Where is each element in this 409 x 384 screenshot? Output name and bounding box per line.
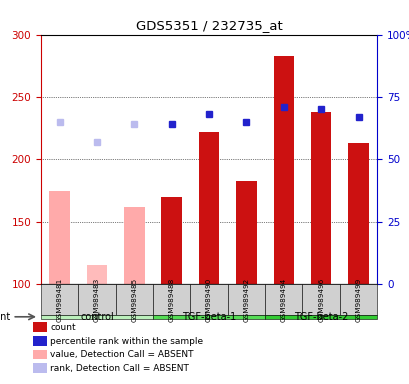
Text: GSM989494: GSM989494 [280, 277, 286, 322]
Bar [236, 180, 256, 284]
Text: GSM989492: GSM989492 [243, 277, 249, 322]
Text: value, Detection Call = ABSENT: value, Detection Call = ABSENT [50, 350, 193, 359]
Bar [87, 265, 107, 284]
Text: TGF-beta-2: TGF-beta-2 [293, 312, 348, 322]
Text: rank, Detection Call = ABSENT: rank, Detection Call = ABSENT [50, 364, 189, 373]
Bar [273, 56, 293, 284]
Text: GSM989483: GSM989483 [94, 277, 100, 322]
Bar [347, 143, 368, 284]
Bar [161, 197, 182, 284]
Text: GSM989490: GSM989490 [206, 277, 211, 322]
Text: GSM989496: GSM989496 [317, 277, 324, 322]
Text: percentile rank within the sample: percentile rank within the sample [50, 337, 202, 346]
Bar [49, 190, 70, 284]
Text: count: count [50, 323, 75, 332]
Text: control: control [80, 312, 114, 322]
Text: GSM989488: GSM989488 [169, 277, 174, 322]
Text: TGF-beta-1: TGF-beta-1 [182, 312, 236, 322]
Text: GSM989485: GSM989485 [131, 277, 137, 322]
Bar [310, 112, 330, 284]
Bar [124, 207, 144, 284]
Text: agent: agent [0, 312, 10, 322]
Text: GSM989481: GSM989481 [56, 277, 63, 322]
Title: GDS5351 / 232735_at: GDS5351 / 232735_at [135, 19, 282, 32]
Bar [198, 132, 219, 284]
Text: GSM989499: GSM989499 [355, 277, 361, 322]
